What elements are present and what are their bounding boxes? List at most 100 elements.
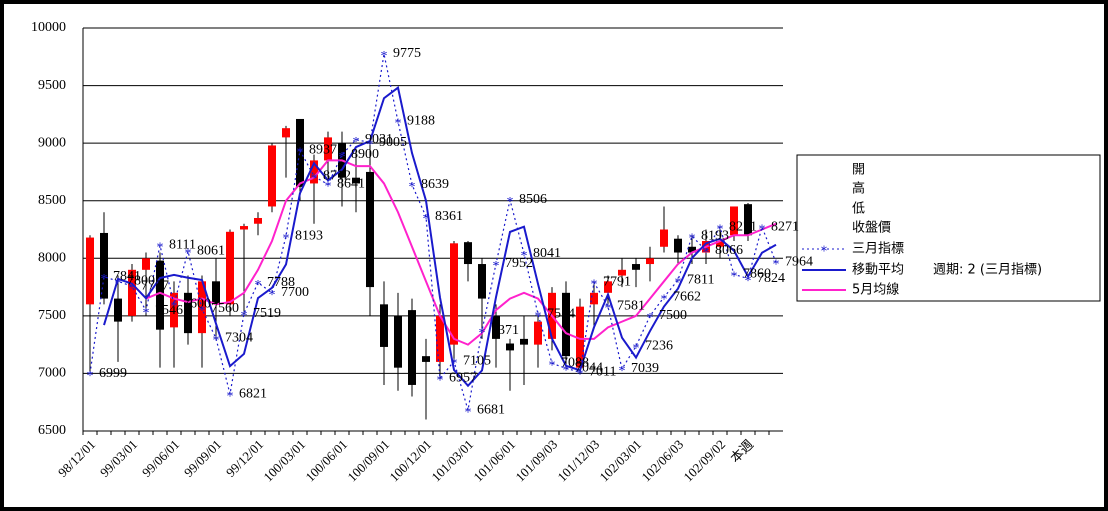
- star-marker: *: [479, 326, 486, 341]
- candle-body: [394, 315, 402, 368]
- candle-body: [464, 242, 472, 265]
- candle-body: [604, 281, 612, 293]
- data-label: 8712: [323, 169, 351, 184]
- data-label: 6957: [449, 371, 477, 386]
- data-label: 8641: [337, 177, 365, 192]
- legend-box: [796, 154, 1101, 302]
- data-label: 7371: [491, 323, 519, 338]
- data-label: 7700: [281, 285, 309, 300]
- data-label: 7581: [617, 299, 645, 314]
- y-tick-label: 8500: [38, 193, 66, 208]
- star-marker: *: [689, 231, 696, 246]
- candle-body: [590, 292, 598, 305]
- data-label: 7757: [141, 278, 169, 293]
- star-marker: *: [339, 150, 346, 165]
- star-marker: *: [409, 180, 416, 195]
- star-marker: *: [171, 300, 178, 315]
- data-label: 7044: [575, 361, 603, 376]
- data-label: 6821: [239, 386, 267, 401]
- star-marker: *: [605, 302, 612, 317]
- data-label: 8193: [295, 228, 323, 243]
- y-tick-label: 10000: [31, 20, 66, 35]
- candle-body: [660, 229, 668, 247]
- legend-note: 週期: 2 (三月指標): [933, 263, 1042, 278]
- candle-body: [324, 137, 332, 161]
- candle-body: [296, 118, 304, 187]
- candle-body: [212, 281, 220, 305]
- star-marker: *: [325, 180, 332, 195]
- candle-body: [478, 264, 486, 299]
- data-label: 9775: [393, 46, 421, 61]
- legend-label: 5月均線: [852, 282, 899, 298]
- star-marker: *: [143, 306, 150, 321]
- candle-body: [450, 243, 458, 345]
- star-marker: *: [199, 304, 206, 319]
- star-marker: *: [661, 292, 668, 307]
- data-label: 7860: [743, 267, 771, 282]
- data-label: 8937: [309, 143, 337, 158]
- data-label: 7560: [211, 301, 239, 316]
- candle-body: [142, 258, 150, 270]
- candle-body: [520, 338, 528, 345]
- candle-body: [422, 356, 430, 362]
- candle-body: [352, 177, 360, 184]
- data-label: 7039: [631, 361, 659, 376]
- y-tick-label: 9500: [38, 78, 66, 93]
- star-marker: *: [311, 172, 318, 187]
- star-marker: *: [507, 195, 514, 210]
- star-marker: *: [87, 369, 94, 384]
- candle-body: [688, 246, 696, 253]
- data-label: 7088: [561, 356, 589, 371]
- candle-body: [100, 232, 108, 299]
- star-marker: *: [549, 359, 556, 374]
- star-marker: *: [521, 249, 528, 264]
- star-marker: *: [395, 117, 402, 132]
- star-marker: *: [535, 309, 542, 324]
- data-label: 7600: [183, 297, 211, 312]
- star-marker: *: [157, 241, 164, 256]
- star-marker: *: [647, 311, 654, 326]
- star-marker: *: [255, 278, 262, 293]
- candle-body: [240, 226, 248, 230]
- y-tick-label: 9000: [38, 135, 66, 150]
- candle-body: [674, 238, 682, 253]
- star-marker: *: [773, 258, 780, 273]
- star-marker: *: [437, 374, 444, 389]
- data-label: 7519: [253, 306, 281, 321]
- star-marker: *: [493, 259, 500, 274]
- candle-body: [170, 292, 178, 328]
- series-line: [89, 53, 777, 411]
- star-marker: *: [213, 334, 220, 349]
- candle-body: [576, 306, 584, 368]
- candle-body: [506, 343, 514, 351]
- data-label: 8041: [533, 246, 561, 261]
- star-marker: *: [227, 389, 234, 404]
- candle-body: [282, 128, 290, 138]
- star-marker: *: [563, 364, 570, 379]
- star-marker: *: [367, 138, 374, 153]
- star-marker: *: [619, 364, 626, 379]
- data-label: 8061: [197, 243, 225, 258]
- legend-label: 開: [852, 163, 865, 178]
- data-label: 7105: [463, 354, 491, 369]
- candle-body: [562, 292, 570, 357]
- star-marker: *: [269, 288, 276, 303]
- data-label: 7514: [547, 306, 575, 321]
- data-label: 7791: [603, 275, 631, 290]
- star-marker: *: [759, 222, 766, 237]
- star-marker: *: [381, 49, 388, 64]
- candle-body: [380, 304, 388, 347]
- data-label: 8900: [351, 147, 379, 162]
- candle-body: [366, 171, 374, 288]
- candle-body: [436, 315, 444, 362]
- data-label: 8271: [729, 219, 757, 234]
- data-label: 8193: [701, 228, 729, 243]
- data-label: 7841: [113, 269, 141, 284]
- legend-star: *: [821, 245, 828, 260]
- legend-label: 移動平均: [852, 263, 904, 278]
- candle-body: [744, 204, 752, 236]
- candle-body: [492, 315, 500, 339]
- star-marker: *: [283, 231, 290, 246]
- data-label: 7800: [127, 274, 155, 289]
- y-tick-label: 8000: [38, 251, 66, 266]
